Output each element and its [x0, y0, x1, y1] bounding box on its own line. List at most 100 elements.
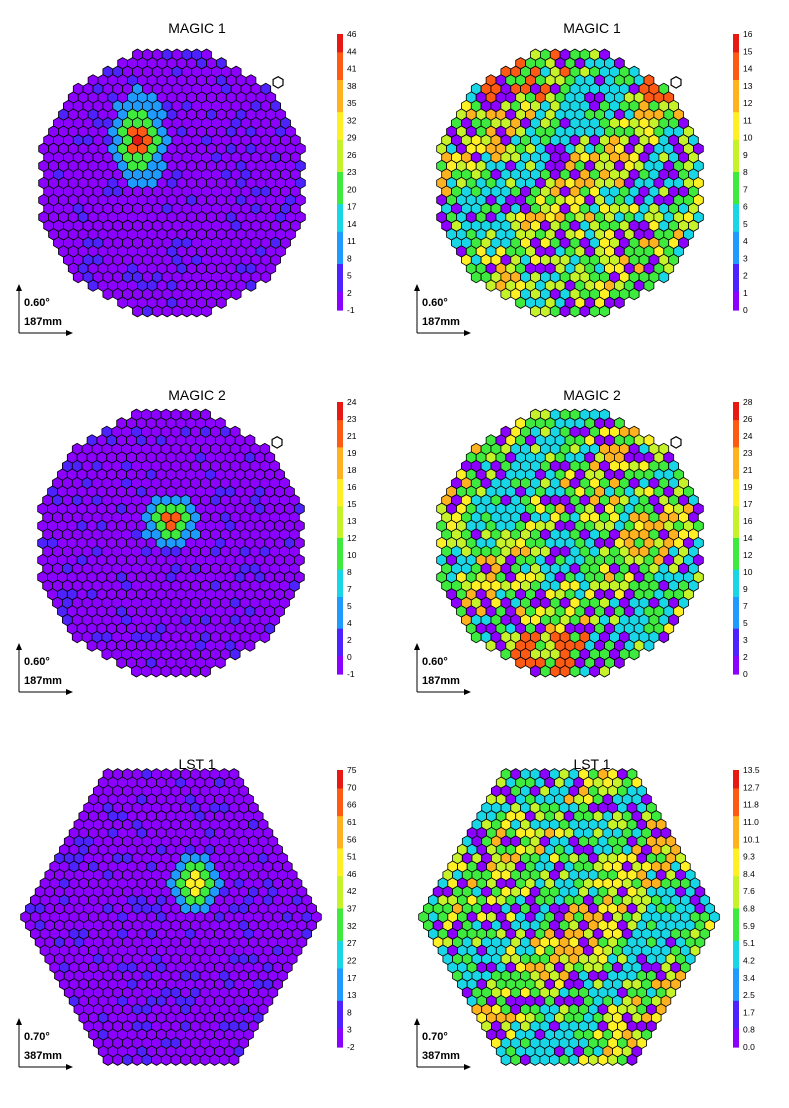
camera-pixel: [87, 279, 99, 292]
camera-pixel: [122, 1053, 133, 1066]
camera-panel-1: MAGIC 1 46444138353229262320171411852-10.…: [16, 20, 357, 336]
colorbar-tick-label: 0: [347, 652, 352, 662]
colorbar-segment: [337, 922, 343, 928]
colorbar-segment: [733, 84, 739, 90]
colorbar-segment: [733, 843, 739, 850]
camera-pixel: [568, 1053, 580, 1066]
colorbar-segment: [337, 287, 343, 293]
colorbar-tick-label: 5.9: [743, 921, 755, 931]
camera-pixel: [86, 639, 98, 652]
arrow-head-icon: [464, 330, 471, 336]
colorbar-segment: [733, 112, 739, 118]
colorbar-tick-label: 26: [743, 414, 753, 424]
colorbar-segment: [337, 66, 343, 72]
scale-length: 187mm: [422, 675, 460, 687]
colorbar-tick-label: 9: [743, 584, 748, 594]
camera-pixel: [117, 296, 128, 309]
colorbar-tick-label: 15: [347, 499, 357, 509]
colorbar-segment: [337, 291, 343, 297]
colorbar-segment: [733, 185, 739, 191]
colorbar-segment: [733, 903, 739, 910]
camera-pixel: [260, 270, 272, 284]
colorbar-segment: [733, 899, 739, 905]
colorbar-segment: [733, 66, 739, 72]
colorbar-segment: [733, 208, 739, 214]
colorbar-tick-label: 5: [347, 271, 352, 281]
camera-pixel: [500, 287, 512, 301]
colorbar-segment: [337, 825, 343, 831]
colorbar-segment: [337, 788, 343, 794]
colorbar-segment: [337, 130, 343, 136]
colorbar-tick-label: 8: [347, 253, 352, 263]
colorbar-segment: [733, 1042, 739, 1048]
colorbar-segment: [337, 47, 343, 53]
camera-pixel: [614, 656, 625, 669]
colorbar-segment: [733, 420, 739, 426]
colorbar-segment: [733, 825, 739, 831]
colorbar-segment: [733, 592, 739, 598]
colorbar-segment: [733, 181, 739, 187]
colorbar-segment: [337, 1028, 343, 1034]
colorbar-segment: [733, 610, 739, 616]
camera-pixel: [161, 305, 173, 318]
colorbar-segment: [337, 61, 343, 67]
colorbar-segment: [337, 259, 343, 265]
colorbar-segment: [733, 470, 739, 476]
colorbar-segment: [337, 52, 343, 58]
colorbar-segment: [337, 565, 343, 571]
colorbar-segment: [337, 264, 343, 270]
colorbar-tick-label: 8: [743, 167, 748, 177]
camera-pixel: [643, 279, 655, 292]
camera-pixels: [436, 408, 704, 678]
scale-angle: 0.60°: [24, 656, 50, 668]
colorbar-segment: [733, 637, 739, 643]
colorbar-segment: [337, 465, 343, 471]
colorbar-segment: [337, 655, 343, 661]
colorbar-segment: [337, 470, 343, 476]
colorbar-segment: [337, 660, 343, 666]
colorbar-segment: [337, 402, 343, 408]
colorbar-segment: [337, 806, 343, 813]
colorbar-segment: [733, 538, 739, 544]
arrow-head-icon: [16, 643, 22, 650]
colorbar-segment: [337, 950, 343, 956]
camera-pixel: [588, 1053, 599, 1066]
camera-pixel: [470, 630, 482, 644]
colorbar-tick-label: 8: [347, 567, 352, 577]
colorbar-segment: [337, 488, 343, 494]
camera-pixel: [658, 630, 670, 644]
colorbar-segment: [337, 533, 343, 539]
camera-pixel: [112, 1053, 123, 1066]
camera-pixel: [151, 305, 163, 318]
colorbar-segment: [733, 963, 739, 970]
colorbar-tick-label: 13.5: [743, 765, 760, 775]
colorbar-tick-label: 11.0: [743, 817, 759, 827]
colorbar-segment: [337, 474, 343, 480]
camera-pixel: [658, 270, 670, 284]
colorbar-segment: [733, 75, 739, 81]
colorbar-segment: [733, 465, 739, 471]
colorbar-segment: [733, 565, 739, 571]
colorbar-segment: [337, 1005, 343, 1011]
colorbar-segment: [337, 254, 343, 260]
colorbar-segment: [733, 615, 739, 621]
colorbar-segment: [337, 830, 343, 836]
colorbar-segment: [733, 47, 739, 53]
colorbar-segment: [337, 185, 343, 191]
arrow-head-icon: [464, 1064, 471, 1070]
colorbar-segment: [337, 195, 343, 201]
colorbar-segment: [337, 93, 343, 99]
colorbar-tick-label: 14: [347, 219, 357, 229]
scale-angle: 0.60°: [422, 297, 448, 309]
colorbar-tick-label: 21: [347, 431, 357, 441]
colorbar-tick-label: 16: [743, 516, 753, 526]
colorbar-segment: [337, 524, 343, 530]
colorbar-tick-label: 75: [347, 765, 357, 775]
colorbar-segment: [337, 569, 343, 575]
colorbar-segment: [337, 651, 343, 657]
colorbar-segment: [733, 245, 739, 251]
colorbar-segment: [733, 213, 739, 219]
colorbar-segment: [337, 510, 343, 516]
colorbar-segment: [733, 415, 739, 421]
